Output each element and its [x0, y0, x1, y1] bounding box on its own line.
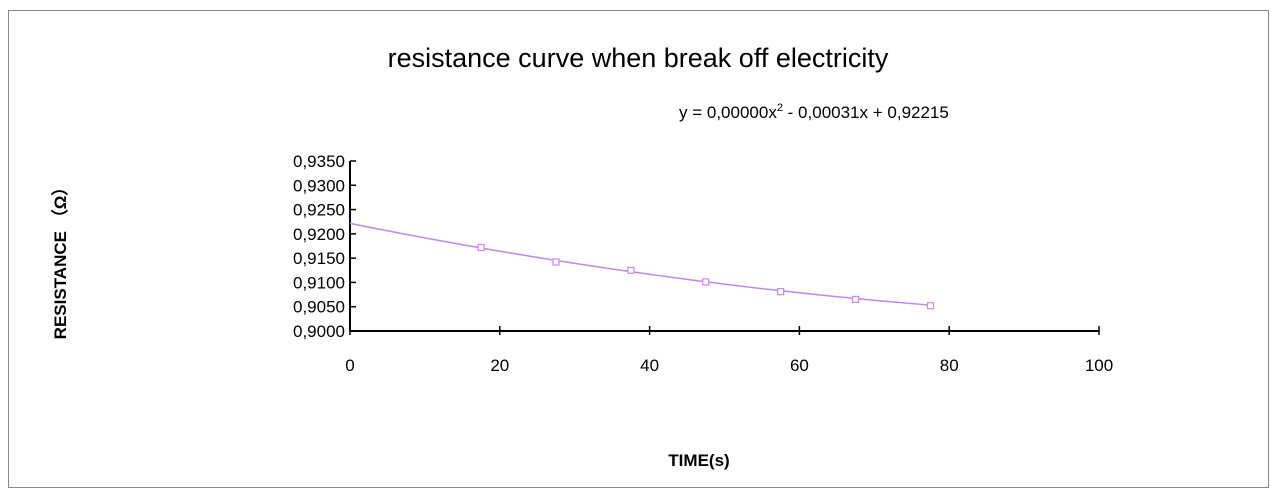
- y-axis-ticks: 0,9000 0,9050 0,9100 0,9150 0,9200 0,9250 0,93…: [293, 152, 356, 341]
- data-points: [477, 243, 935, 310]
- y-axis-label: RESISTANCE （Ω）: [50, 179, 70, 340]
- x-tick-label: 20: [490, 356, 509, 375]
- x-axis-ticks: 0 20 40 60 80 100: [345, 326, 1113, 375]
- x-tick-label: 0: [345, 356, 354, 375]
- chart-frame: resistance curve when break off electric…: [8, 10, 1269, 488]
- x-tick-label: 60: [790, 356, 809, 375]
- data-point: [702, 278, 710, 286]
- x-tick-label: 100: [1085, 356, 1113, 375]
- y-tick-label: 0,9000: [293, 322, 345, 341]
- data-point: [851, 295, 860, 304]
- data-point: [477, 243, 485, 252]
- chart-svg: resistance curve when break off electric…: [50, 43, 1113, 470]
- x-axis-label: TIME(s): [668, 451, 729, 470]
- y-tick-label: 0,9100: [293, 273, 345, 292]
- data-point: [627, 266, 635, 274]
- x-tick-label: 40: [640, 356, 659, 375]
- data-point: [552, 258, 560, 266]
- y-tick-label: 0,9050: [293, 298, 345, 317]
- x-tick-label: 80: [940, 356, 959, 375]
- data-point: [777, 288, 785, 296]
- data-point: [926, 302, 935, 310]
- y-tick-label: 0,9200: [293, 225, 345, 244]
- y-tick-label: 0,9350: [293, 152, 345, 171]
- y-tick-label: 0,9250: [293, 201, 345, 220]
- trendline-equation: y = 0,00000x2 - 0,00031x + 0,92215: [679, 102, 949, 122]
- chart-title: resistance curve when break off electric…: [388, 43, 889, 73]
- y-tick-label: 0,9150: [293, 249, 345, 268]
- y-tick-label: 0,9300: [293, 176, 345, 195]
- trendline: [349, 222, 931, 306]
